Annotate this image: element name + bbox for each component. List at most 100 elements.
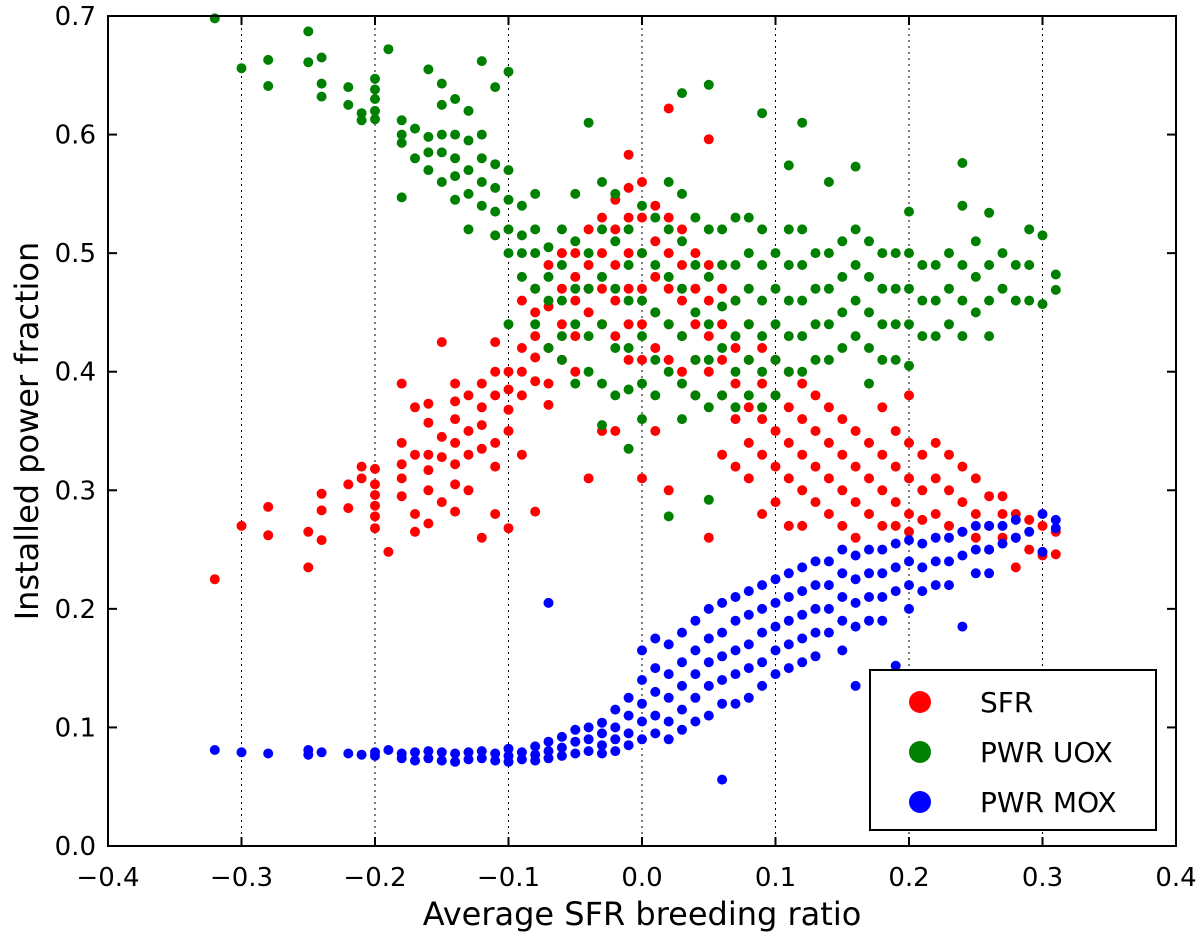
data-point bbox=[650, 663, 661, 674]
data-point bbox=[396, 115, 407, 126]
data-point bbox=[837, 271, 848, 282]
legend-marker bbox=[909, 741, 931, 763]
data-point bbox=[864, 509, 874, 519]
data-point bbox=[556, 295, 567, 306]
data-point bbox=[303, 57, 314, 68]
data-point bbox=[463, 747, 474, 758]
data-point bbox=[476, 746, 487, 757]
data-point bbox=[663, 224, 674, 235]
data-point bbox=[890, 538, 901, 549]
data-point bbox=[556, 731, 567, 742]
data-point bbox=[530, 352, 541, 363]
data-point bbox=[597, 748, 607, 759]
data-point bbox=[757, 603, 768, 614]
data-point bbox=[343, 479, 354, 490]
data-point bbox=[783, 592, 794, 602]
data-point bbox=[530, 283, 541, 294]
data-point bbox=[650, 728, 661, 739]
data-point bbox=[957, 331, 968, 342]
data-point bbox=[610, 188, 621, 199]
data-point bbox=[503, 404, 514, 415]
data-point bbox=[890, 354, 901, 365]
data-point bbox=[904, 390, 914, 401]
data-point bbox=[823, 402, 834, 413]
data-point bbox=[904, 535, 914, 546]
data-point bbox=[703, 633, 714, 644]
data-point bbox=[650, 307, 661, 318]
data-point bbox=[663, 692, 674, 703]
data-point bbox=[677, 657, 687, 668]
data-point bbox=[997, 248, 1008, 259]
data-point bbox=[797, 295, 808, 306]
data-point bbox=[703, 319, 714, 330]
data-point bbox=[316, 91, 327, 102]
data-point bbox=[583, 260, 594, 270]
data-point bbox=[623, 354, 634, 365]
data-point bbox=[316, 52, 327, 63]
data-point bbox=[677, 188, 687, 199]
data-point bbox=[677, 236, 687, 247]
data-point bbox=[530, 741, 541, 752]
data-point bbox=[797, 657, 808, 668]
data-point bbox=[984, 331, 995, 342]
data-point bbox=[556, 248, 567, 259]
data-point bbox=[610, 390, 621, 401]
data-point bbox=[476, 378, 487, 389]
x-tick-label: −0.3 bbox=[210, 863, 273, 893]
data-point bbox=[476, 153, 487, 164]
data-point bbox=[623, 710, 634, 721]
data-point bbox=[503, 743, 514, 754]
data-point bbox=[396, 473, 407, 484]
data-point bbox=[370, 490, 380, 500]
data-point bbox=[450, 129, 461, 140]
data-point bbox=[450, 506, 461, 517]
data-point bbox=[1050, 514, 1061, 525]
data-point bbox=[850, 331, 861, 342]
data-point bbox=[837, 544, 848, 555]
data-point bbox=[637, 283, 647, 294]
data-point bbox=[904, 437, 914, 448]
data-point bbox=[757, 295, 768, 306]
data-point bbox=[650, 633, 661, 644]
data-point bbox=[810, 651, 821, 662]
data-point bbox=[503, 319, 514, 330]
data-point bbox=[717, 651, 728, 662]
data-point bbox=[890, 319, 901, 330]
data-point bbox=[904, 206, 914, 217]
data-point bbox=[757, 657, 768, 668]
data-point bbox=[570, 236, 581, 247]
data-point bbox=[730, 366, 741, 377]
data-point bbox=[663, 319, 674, 330]
data-point bbox=[917, 562, 928, 573]
data-point bbox=[797, 485, 808, 496]
data-point bbox=[717, 283, 728, 294]
data-point bbox=[783, 366, 794, 377]
data-point bbox=[690, 669, 701, 680]
x-tick-label: 0.0 bbox=[621, 863, 662, 893]
data-point bbox=[850, 680, 861, 691]
data-point bbox=[637, 473, 647, 484]
data-point bbox=[970, 236, 981, 247]
data-point bbox=[556, 742, 567, 753]
data-point bbox=[877, 615, 888, 626]
data-point bbox=[663, 366, 674, 377]
data-point bbox=[690, 212, 701, 223]
data-point bbox=[663, 734, 674, 745]
data-point bbox=[383, 546, 394, 557]
data-point bbox=[316, 78, 327, 89]
data-point bbox=[957, 497, 968, 508]
data-point bbox=[597, 248, 607, 259]
data-point bbox=[583, 307, 594, 318]
data-point bbox=[450, 171, 461, 182]
data-point bbox=[570, 378, 581, 389]
data-point bbox=[516, 248, 527, 259]
data-point bbox=[783, 331, 794, 342]
data-point bbox=[570, 366, 581, 377]
data-point bbox=[703, 494, 714, 505]
data-point bbox=[450, 459, 461, 470]
data-point bbox=[610, 746, 621, 757]
data-point bbox=[757, 580, 768, 591]
data-point bbox=[423, 518, 434, 529]
data-point bbox=[490, 182, 501, 193]
data-point bbox=[904, 556, 914, 567]
